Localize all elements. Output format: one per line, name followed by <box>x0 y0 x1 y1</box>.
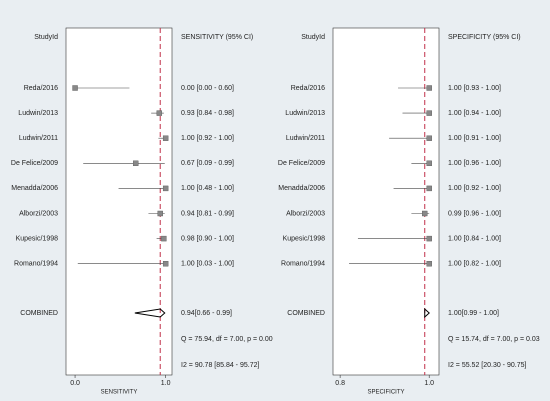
combined-diamond <box>424 307 430 319</box>
heterogeneity-stat: I2 = 55.52 [20.30 - 90.75] <box>448 362 526 369</box>
x-tick-label: 0.0 <box>70 380 80 387</box>
x-tick-label: 0.8 <box>335 380 345 387</box>
heterogeneity-stat: Q = 15.74, df = 7.00, p = 0.03 <box>448 336 540 343</box>
point-estimate <box>162 185 169 192</box>
study-label: Reda/2016 <box>291 85 325 92</box>
study-label: Romano/1994 <box>281 261 325 268</box>
study-header: StudyId <box>34 34 58 41</box>
point-estimate <box>161 235 167 242</box>
value-label: 0.67 [0.09 - 0.99] <box>181 160 234 167</box>
study-label: Menadda/2006 <box>11 185 58 192</box>
value-label: 0.93 [0.84 - 0.98] <box>181 110 234 117</box>
combined-value-label: 1.00[0.99 - 1.00] <box>448 310 499 317</box>
value-label: 0.99 [0.96 - 1.00] <box>448 210 501 217</box>
study-label: Reda/2016 <box>24 85 58 92</box>
column-title: SENSITIVITY (95% CI) <box>181 34 253 41</box>
value-label: 1.00 [0.48 - 1.00] <box>181 185 234 192</box>
study-header: StudyId <box>301 34 325 41</box>
point-estimate <box>426 110 432 116</box>
study-label: Ludwin/2013 <box>18 110 58 117</box>
heterogeneity-stat: I2 = 90.78 [85.84 - 95.72] <box>181 362 259 369</box>
point-estimate <box>426 85 432 91</box>
column-title: SPECIFICITY (95% CI) <box>448 34 521 41</box>
combined-value-label: 0.94[0.66 - 0.99] <box>181 310 232 317</box>
value-label: 1.00 [0.92 - 1.00] <box>181 135 234 142</box>
point-estimate <box>162 261 169 267</box>
study-label: Alborzi/2003 <box>286 210 325 217</box>
combined-label: COMBINED <box>287 310 325 317</box>
study-label: De Felice/2009 <box>278 160 325 167</box>
value-label: 0.98 [0.90 - 1.00] <box>181 235 234 242</box>
point-estimate <box>156 110 163 116</box>
point-estimate <box>72 85 78 91</box>
study-label: Kupesic/1998 <box>16 235 59 242</box>
value-label: 1.00 [0.94 - 1.00] <box>448 110 501 117</box>
value-label: 1.00 [0.03 - 1.00] <box>181 261 234 268</box>
point-estimate <box>162 135 169 141</box>
study-label: Romano/1994 <box>14 261 58 268</box>
point-estimate <box>422 210 428 217</box>
point-estimate <box>426 235 432 242</box>
study-label: Ludwin/2011 <box>286 135 325 142</box>
heterogeneity-stat: Q = 75.94, df = 7.00, p = 0.00 <box>181 336 273 343</box>
study-label: Menadda/2006 <box>278 185 325 192</box>
point-estimate <box>426 261 432 267</box>
point-estimate <box>426 160 432 167</box>
combined-diamond <box>134 308 166 318</box>
point-estimate <box>426 185 432 192</box>
study-label: Ludwin/2013 <box>285 110 325 117</box>
study-label: Kupesic/1998 <box>283 235 326 242</box>
study-label: Alborzi/2003 <box>19 210 58 217</box>
point-estimate <box>133 160 139 167</box>
value-label: 1.00 [0.91 - 1.00] <box>448 135 501 142</box>
x-axis-label: SENSITIVITY <box>101 390 138 396</box>
point-estimate <box>426 135 432 141</box>
value-label: 1.00 [0.84 - 1.00] <box>448 235 501 242</box>
study-label: De Felice/2009 <box>11 160 58 167</box>
value-label: 0.94 [0.81 - 0.99] <box>181 210 234 217</box>
plot-area <box>65 27 173 376</box>
x-tick-label: 1.0 <box>161 380 171 387</box>
x-tick-label: 1.0 <box>424 380 434 387</box>
plot-area <box>332 27 440 376</box>
value-label: 0.00 [0.00 - 0.60] <box>181 85 234 92</box>
value-label: 1.00 [0.82 - 1.00] <box>448 261 501 268</box>
combined-label: COMBINED <box>20 310 58 317</box>
value-label: 1.00 [0.93 - 1.00] <box>448 85 501 92</box>
x-axis-label: SPECIFICITY <box>367 390 404 396</box>
value-label: 1.00 [0.96 - 1.00] <box>448 160 501 167</box>
point-estimate <box>157 210 163 217</box>
study-label: Ludwin/2011 <box>19 135 58 142</box>
value-label: 1.00 [0.92 - 1.00] <box>448 185 501 192</box>
